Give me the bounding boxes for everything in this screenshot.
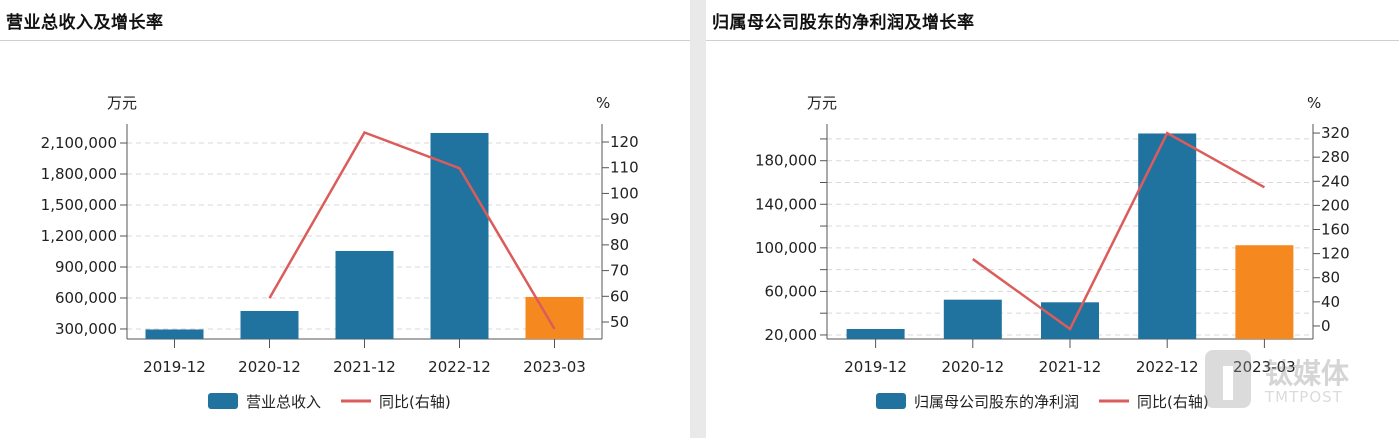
x-tick-label: 2023-03	[523, 358, 586, 376]
bar-2019-12	[846, 328, 905, 339]
legend-bar-swatch	[208, 393, 238, 409]
bar-2021-12	[1041, 302, 1099, 339]
x-tick-label: 2019-12	[844, 358, 907, 376]
right-tick-label: 70	[610, 262, 629, 280]
bar-2023-03	[525, 296, 584, 339]
header-divider	[0, 40, 690, 41]
x-tick-label: 2021-12	[1039, 358, 1102, 376]
bar-2022-12	[1138, 133, 1197, 339]
bar-2020-12	[240, 311, 299, 339]
chart-title: 归属母公司股东的净利润及增长率	[712, 13, 975, 33]
left-tick-label: 1,500,000	[41, 196, 117, 214]
left-tick-label: 180,000	[755, 152, 817, 170]
right-tick-label: 120	[1321, 245, 1350, 263]
legend-line-label: 同比(右轴)	[379, 393, 451, 411]
right-tick-label: 160	[1321, 221, 1350, 239]
x-tick-label: 2022-12	[428, 358, 491, 376]
right-tick-label: 60	[610, 287, 629, 305]
watermark-en: TMTPOST	[1265, 388, 1343, 406]
legend-bar-label: 营业总收入	[246, 393, 321, 411]
left-tick-label: 60,000	[765, 282, 818, 300]
right-axis-unit: %	[1307, 94, 1321, 112]
bar-2021-12	[335, 250, 394, 339]
left-axis-unit: 万元	[107, 94, 137, 112]
left-tick-label: 900,000	[55, 258, 117, 276]
bar-2022-12	[430, 132, 489, 339]
left-tick-label: 1,200,000	[41, 227, 117, 245]
right-tick-label: 90	[610, 210, 629, 228]
tmtpost-watermark: 钛媒体 TMTPOST	[1205, 350, 1355, 410]
left-tick-label: 20,000	[765, 326, 818, 344]
x-tick-label: 2020-12	[941, 358, 1004, 376]
revenue-chart-panel: 营业总收入及增长率 万元% 300,000 600,000 900,000 1,200,…	[0, 0, 690, 438]
right-tick-label: 280	[1321, 148, 1350, 166]
left-tick-label: 2,100,000	[41, 134, 117, 152]
right-tick-label: 40	[1321, 293, 1340, 311]
right-tick-label: 320	[1321, 124, 1350, 142]
left-axis-unit: 万元	[807, 94, 837, 112]
bar-2019-12	[145, 329, 204, 339]
right-axis-unit: %	[596, 94, 610, 112]
net-profit-chart-panel: 归属母公司股东的净利润及增长率 万元% 20,000 60,000 100,000 14…	[706, 0, 1399, 438]
chart-title: 营业总收入及增长率	[6, 13, 164, 33]
right-tick-label: 100	[610, 184, 639, 202]
bar-2020-12	[943, 299, 1002, 339]
right-tick-label: 200	[1321, 196, 1350, 214]
left-tick-label: 100,000	[755, 239, 817, 257]
right-tick-label: 80	[610, 236, 629, 254]
x-tick-label: 2020-12	[238, 358, 301, 376]
watermark-cn: 钛媒体	[1265, 357, 1350, 390]
legend-line-label: 同比(右轴)	[1137, 393, 1209, 411]
right-tick-label: 240	[1321, 172, 1350, 190]
tmtpost-logo-icon	[1205, 350, 1251, 408]
net-profit-chart: 万元 % 20,000 60,000 100,000 140,000 180,000 0 40 8…	[755, 94, 1350, 411]
left-tick-label: 1,800,000	[41, 165, 117, 183]
header-divider	[706, 40, 1399, 41]
right-tick-label: 120	[610, 133, 639, 151]
x-tick-label: 2022-12	[1136, 358, 1199, 376]
left-tick-label: 300,000	[55, 320, 117, 338]
right-tick-label: 50	[610, 313, 629, 331]
x-tick-label: 2019-12	[143, 358, 206, 376]
right-tick-label: 80	[1321, 269, 1340, 287]
right-tick-label: 0	[1321, 317, 1331, 335]
x-tick-label: 2021-12	[333, 358, 396, 376]
left-tick-label: 140,000	[755, 195, 817, 213]
legend-bar-swatch	[876, 393, 906, 409]
growth-rate-line	[972, 131, 1266, 331]
growth-rate-line	[268, 130, 556, 330]
revenue-chart: 万元 % 300,000 600,000 900,000 1,200,000 1,500,0…	[41, 94, 639, 411]
legend-bar-label: 归属母公司股东的净利润	[914, 393, 1079, 411]
right-tick-label: 110	[610, 159, 639, 177]
bar-2023-03	[1235, 245, 1294, 339]
panel-divider	[690, 0, 706, 438]
x-tick-label: 2023-03	[1233, 358, 1296, 376]
left-tick-label: 600,000	[55, 289, 117, 307]
